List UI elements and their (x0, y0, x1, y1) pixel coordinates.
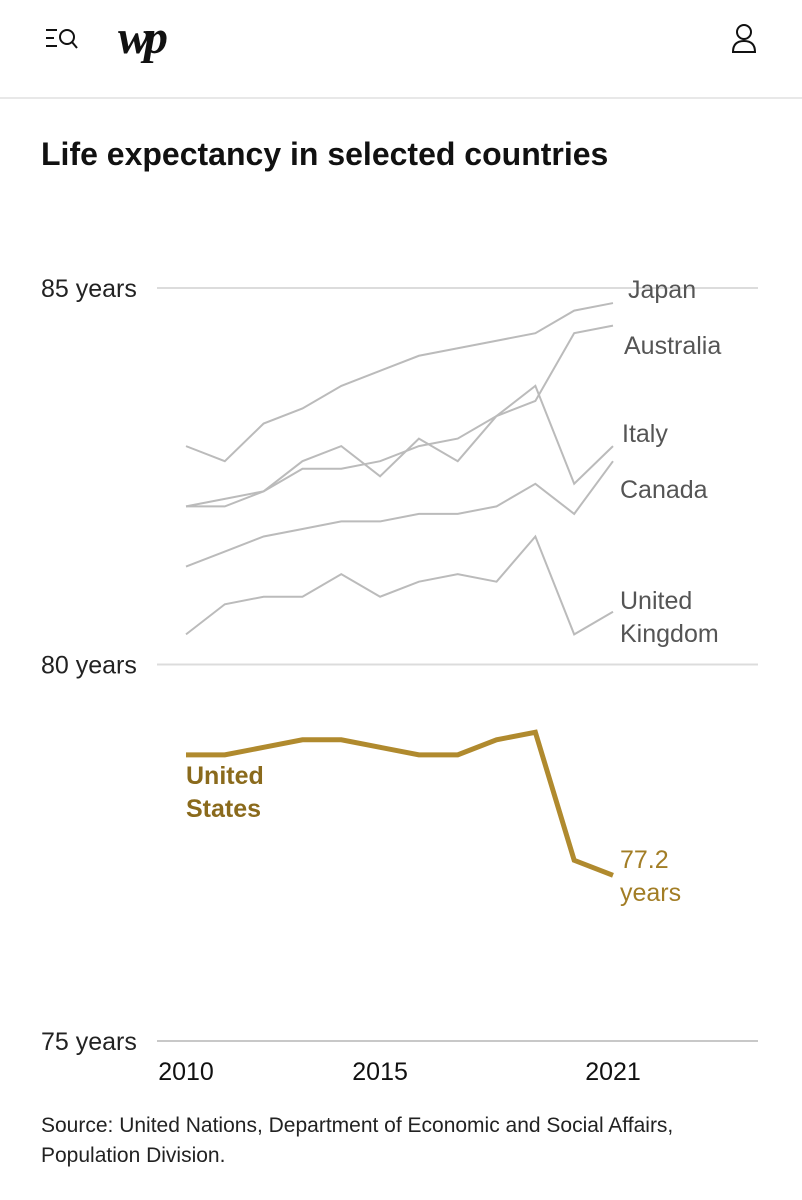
series-line-australia (186, 324, 614, 508)
x-tick-label-2021: 2021 (585, 1058, 641, 1086)
end-value-label-united-states: 77.2 years (620, 846, 681, 907)
series-label-united-states: United States (186, 762, 264, 823)
series-label-canada: Canada (620, 476, 708, 504)
top-navigation-bar: wp (0, 0, 802, 99)
source-note: Source: United Nations, Department of Ec… (41, 1114, 674, 1167)
series-line-canada (185, 460, 614, 568)
series-lines (185, 302, 614, 878)
chart-title: Life expectancy in selected countries (41, 136, 609, 172)
x-tick-label-2010: 2010 (158, 1058, 214, 1086)
series-line-japan (185, 302, 614, 463)
washington-post-logo[interactable]: wp (118, 11, 168, 64)
x-tick-label-2015: 2015 (352, 1058, 408, 1086)
series-label-italy: Italy (622, 420, 668, 448)
life-expectancy-line-chart: Japan Australia Italy Canada United Kingdom Un… (41, 275, 758, 1086)
series-label-united-kingdom: United Kingdom (620, 587, 719, 648)
y-tick-label-75: 75 years (41, 1028, 137, 1056)
series-line-united-kingdom (185, 534, 614, 636)
y-tick-label-85: 85 years (41, 275, 137, 303)
series-line-italy (185, 384, 614, 508)
y-tick-label-80: 80 years (41, 652, 137, 680)
series-label-australia: Australia (624, 332, 721, 360)
gridlines (157, 287, 758, 1042)
menu-search-icon[interactable] (42, 22, 82, 56)
series-line-united-states (186, 729, 614, 878)
series-label-japan: Japan (628, 276, 696, 304)
user-icon[interactable] (728, 22, 760, 56)
axis-labels: 85 years 80 years 75 years 2010 2015 2021 (41, 275, 641, 1086)
series-labels: Japan Australia Italy Canada United Kingdom Un… (186, 276, 721, 907)
